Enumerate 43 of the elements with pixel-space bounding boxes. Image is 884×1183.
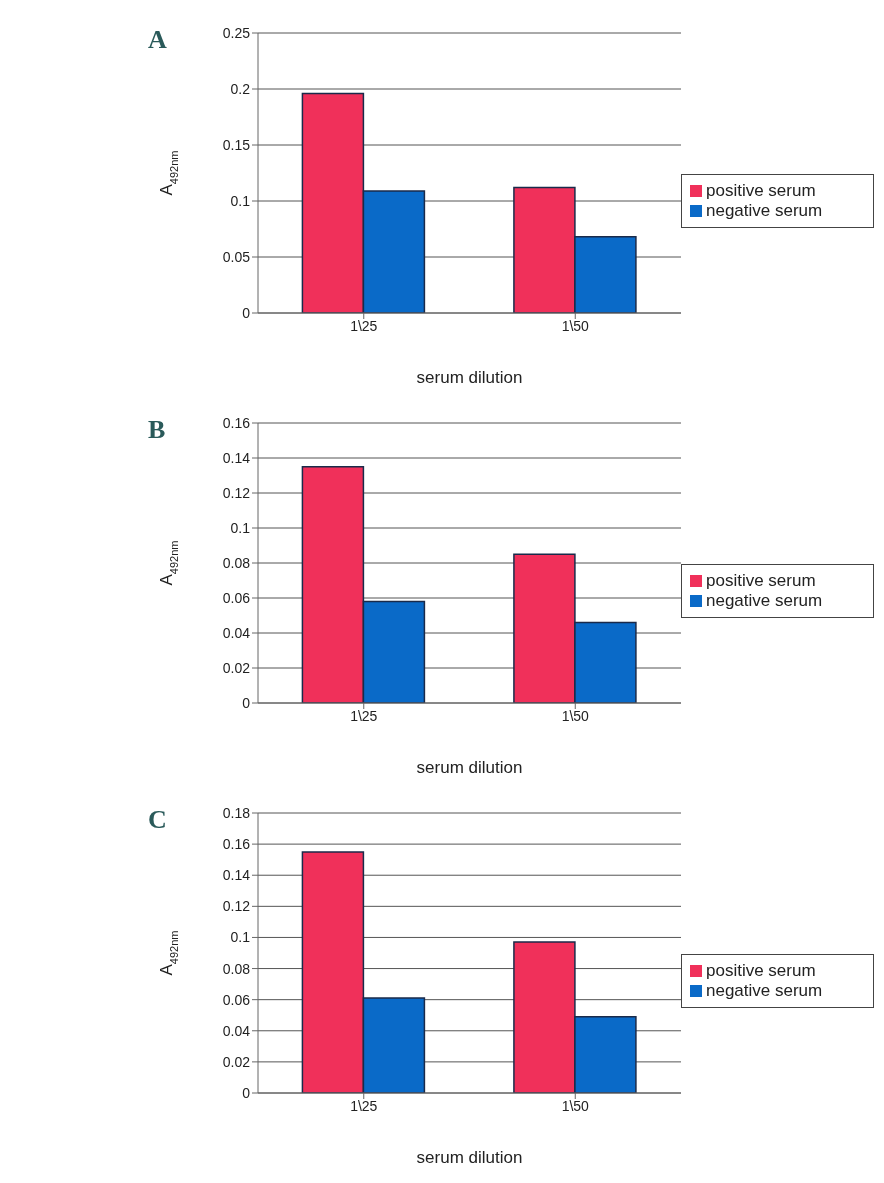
legend-label: positive serum: [706, 960, 816, 980]
y-tick-label: 0.16: [222, 836, 251, 853]
y-tick-label: 0.06: [222, 589, 251, 606]
x-tick-label: 1\25: [350, 707, 378, 724]
x-axis-title: serum dilution: [416, 368, 523, 387]
y-tick-label: 0.2: [230, 80, 251, 97]
legend-label: positive serum: [706, 180, 816, 200]
y-tick-label: 0.12: [222, 898, 251, 915]
y-tick-label: 0.08: [222, 554, 251, 571]
y-tick-label: 0.02: [222, 659, 251, 676]
y-tick-label: 0.1: [230, 929, 251, 946]
x-tick-label: 1\50: [561, 1097, 590, 1114]
y-tick-label: 0.16: [222, 414, 251, 431]
x-tick-label: 1\50: [561, 707, 590, 724]
y-tick-label: 0.1: [230, 192, 251, 209]
chart-title: C: [148, 805, 167, 834]
legend-label: negative serum: [706, 590, 823, 610]
y-tick-label: 0.14: [222, 449, 251, 466]
y-tick-label: 0: [242, 304, 251, 321]
x-axis-title: serum dilution: [416, 758, 523, 777]
y-tick-label: 0: [242, 1084, 251, 1101]
x-tick-label: 1\25: [350, 317, 378, 334]
y-tick-label: 0.1: [230, 519, 251, 536]
y-tick-label: 0.05: [222, 248, 251, 265]
y-tick-label: 0: [242, 694, 251, 711]
x-tick-label: 1\50: [561, 317, 590, 334]
y-tick-label: 0.25: [222, 24, 251, 41]
legend-label: negative serum: [706, 200, 823, 220]
y-tick-label: 0.06: [222, 991, 251, 1008]
x-tick-label: 1\25: [350, 1097, 378, 1114]
y-tick-label: 0.14: [222, 867, 251, 884]
chart-title: A: [148, 25, 167, 54]
y-tick-label: 0.18: [222, 804, 251, 821]
legend-label: positive serum: [706, 570, 816, 590]
chart-title: B: [148, 415, 166, 444]
y-tick-label: 0.04: [222, 624, 251, 641]
y-tick-label: 0.08: [222, 960, 251, 977]
y-tick-label: 0.12: [222, 484, 251, 501]
x-axis-title: serum dilution: [416, 1148, 523, 1167]
y-tick-label: 0.04: [222, 1022, 251, 1039]
y-tick-label: 0.15: [222, 136, 251, 153]
y-tick-label: 0.02: [222, 1053, 251, 1070]
legend-label: negative serum: [706, 980, 823, 1000]
